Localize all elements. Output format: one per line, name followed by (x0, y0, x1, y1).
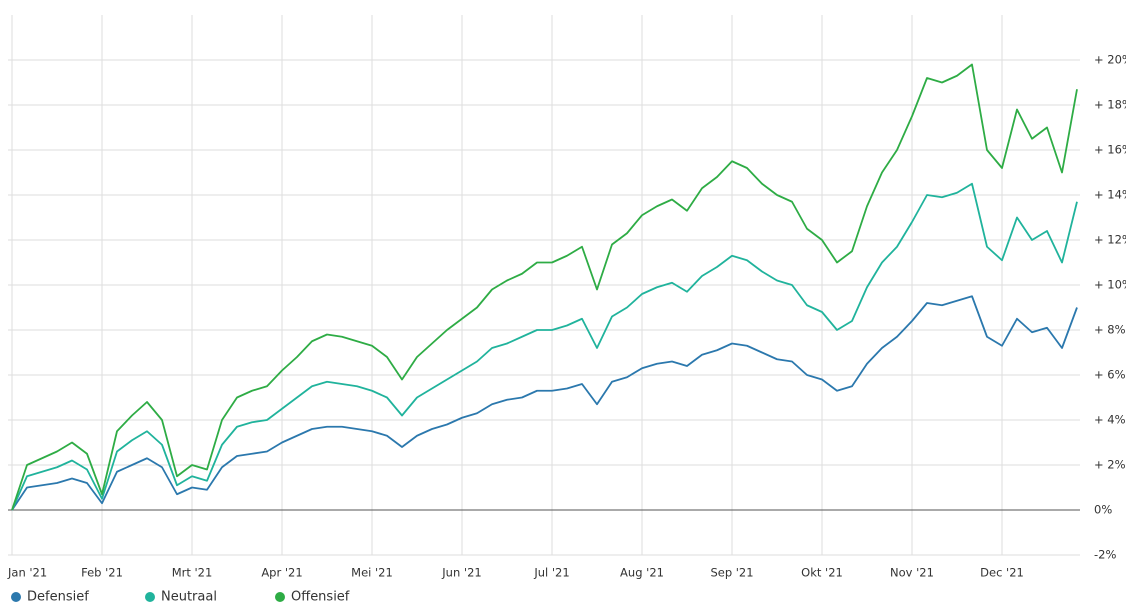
legend-label: Offensief (291, 590, 350, 603)
y-tick-label: + 4% (1094, 413, 1126, 427)
x-tick-label: Mrt '21 (172, 566, 213, 580)
legend-marker (275, 592, 285, 602)
y-tick-label: + 8% (1094, 323, 1126, 337)
series-line (11, 182, 1078, 511)
legend-label: Neutraal (161, 590, 217, 603)
y-tick-label: + 2% (1094, 458, 1126, 472)
series-line (11, 295, 1078, 511)
legend-marker (11, 592, 21, 602)
x-tick-label: Feb '21 (81, 566, 123, 580)
x-tick-label: Jul '21 (533, 566, 569, 580)
x-tick-label: Sep '21 (710, 566, 753, 580)
y-tick-label: + 14% (1094, 188, 1126, 202)
x-tick-label: Jan '21 (7, 566, 47, 580)
y-tick-label: + 18% (1094, 98, 1126, 112)
x-tick-label: Okt '21 (801, 566, 843, 580)
x-tick-label: Apr '21 (261, 566, 302, 580)
x-tick-label: Dec '21 (980, 566, 1024, 580)
x-tick-label: Jun '21 (441, 566, 481, 580)
x-tick-label: Aug '21 (620, 566, 664, 580)
x-tick-label: Nov '21 (890, 566, 934, 580)
y-tick-label: -2% (1094, 548, 1116, 562)
y-tick-label: 0% (1094, 503, 1112, 517)
y-tick-label: + 10% (1094, 278, 1126, 292)
legend-marker (145, 592, 155, 602)
series-line (11, 63, 1078, 511)
y-tick-label: + 6% (1094, 368, 1126, 382)
y-tick-label: + 12% (1094, 233, 1126, 247)
y-tick-label: + 16% (1094, 143, 1126, 157)
y-tick-label: + 20% (1094, 53, 1126, 67)
x-tick-label: Mei '21 (351, 566, 393, 580)
legend-label: Defensief (27, 590, 89, 603)
